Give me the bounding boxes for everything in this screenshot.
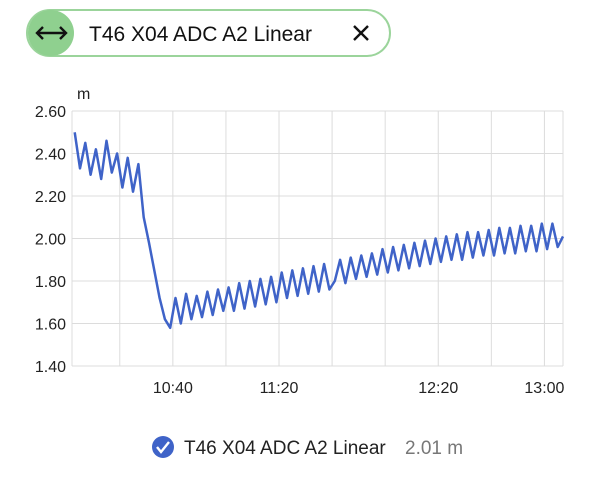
y-axis-unit: m (77, 86, 90, 103)
y-tick-label: 1.40 (35, 359, 66, 376)
y-tick-label: 2.00 (35, 232, 66, 249)
legend-check[interactable] (152, 436, 174, 458)
data-line (73, 132, 565, 330)
chip[interactable] (26, 9, 391, 57)
close-icon[interactable] (353, 25, 369, 41)
swap-icon[interactable] (35, 26, 68, 40)
y-tick-label: 1.80 (35, 274, 66, 291)
y-tick-label: 2.40 (35, 147, 66, 164)
y-tick-label: 2.20 (35, 189, 66, 206)
y-tick-label: 1.60 (35, 317, 66, 334)
chip-label: T46 X04 ADC A2 Linear (89, 23, 312, 46)
legend-label[interactable]: T46 X04 ADC A2 Linear (184, 438, 386, 459)
x-tick-label: 11:20 (260, 380, 299, 397)
plot: 1.40 1.60 1.80 2.00 2.20 2.40 2.60 10:40 11:20 12… (35, 104, 565, 397)
y-tick-label: 2.60 (35, 104, 66, 121)
legend-value: 2.01 m (405, 438, 463, 459)
x-tick-label: 13:00 (524, 380, 564, 397)
x-tick-label: 10:40 (153, 380, 193, 397)
check-mark (156, 441, 170, 454)
x-tick-label: 12:20 (418, 380, 458, 397)
